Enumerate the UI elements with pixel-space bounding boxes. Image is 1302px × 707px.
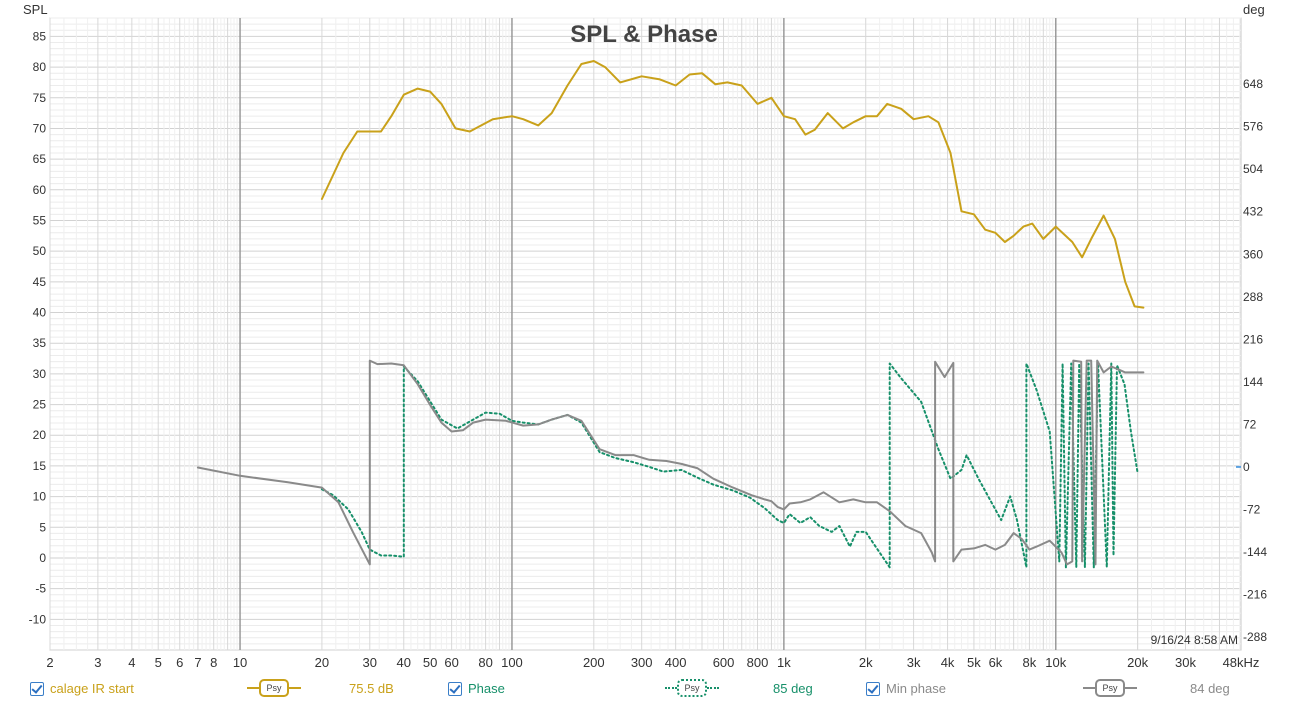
y-left-tick-label: 70 [33,121,47,135]
x-tick-label: 30k [1175,655,1196,670]
psy-badge-minphase[interactable]: Psy [1083,679,1137,697]
y-right-tick-label: -288 [1243,630,1267,644]
x-tick-label: 10k [1045,655,1066,670]
legend-value-calage: 75.5 dB [349,681,394,696]
y-right-tick-label: 0 [1243,460,1250,474]
y-right-tick-label: 144 [1243,375,1263,389]
y-right-tick-label: 576 [1243,120,1263,134]
y-right-tick-label: 504 [1243,162,1263,176]
psy-label-minphase: Psy [1095,679,1125,697]
y-left-tick-label: 45 [33,275,47,289]
legend-bar: calage IR start Psy 75.5 dB Phase Psy 85… [0,672,1302,707]
grid [49,17,1242,651]
legend-value-minphase: 84 deg [1190,681,1230,696]
x-tick-label: 2k [859,655,873,670]
x-tick-label: 50 [423,655,437,670]
y-right-tick-label: -72 [1243,502,1261,516]
x-tick-label: 6k [989,655,1003,670]
checkbox-calage[interactable] [30,681,44,696]
psy-label-calage: Psy [259,679,289,697]
y-left-tick-label: 15 [33,459,47,473]
y-right-tick-label: 72 [1243,417,1257,431]
legend-value-phase: 85 deg [773,681,813,696]
x-tick-label: 4 [128,655,135,670]
y-left-tick-label: 30 [33,367,47,381]
x-tick-label: 1k [777,655,791,670]
y-left-tick-label: 85 [33,29,47,43]
y-left-tick-label: 80 [33,60,47,74]
x-tick-label: 7 [194,655,201,670]
y-right-tick-label: -144 [1243,545,1267,559]
checkbox-minphase[interactable] [866,681,880,696]
x-tick-label: 300 [631,655,653,670]
y-left-tick-label: -5 [35,582,46,596]
timestamp-label: 9/16/24 8:58 AM [1151,633,1238,647]
series-line-phase [320,362,1139,569]
x-tick-label: 100 [501,655,523,670]
y-left-tick-label: 10 [33,490,47,504]
y-right-tick-label: 648 [1243,77,1263,91]
x-tick-label: 5k [967,655,981,670]
legend-item-calage[interactable]: calage IR start [30,681,134,696]
y-right-tick-labels: 648 576 504 432 360 288 216 144 72 0 -72 -144 -216 -2… [1236,77,1267,644]
y-right-tick-label: 432 [1243,205,1263,219]
y-left-tick-label: 60 [33,183,47,197]
y-left-tick-label: 65 [33,152,47,166]
y-left-tick-label: 75 [33,91,47,105]
x-tick-label: 48kHz [1223,655,1260,670]
y-left-tick-label: 5 [39,520,46,534]
y-left-tick-label: 40 [33,306,47,320]
x-tick-label: 400 [665,655,687,670]
legend-label-minphase: Min phase [886,681,946,696]
y-left-tick-label: 0 [39,551,46,565]
x-tick-label: 60 [444,655,458,670]
psy-badge-calage[interactable]: Psy [247,679,301,697]
x-tick-label: 4k [941,655,955,670]
x-tick-label: 3k [907,655,921,670]
checkbox-phase[interactable] [448,681,462,696]
y-left-tick-label: 25 [33,398,47,412]
y-left-tick-label: 20 [33,428,47,442]
series-line-min-phase [196,359,1145,566]
x-tick-label: 600 [713,655,735,670]
x-tick-label: 200 [583,655,605,670]
x-tick-label: 80 [478,655,492,670]
series-group [196,60,1145,569]
x-tick-label: 6 [176,655,183,670]
x-tick-label: 20 [315,655,329,670]
y-left-tick-label: 35 [33,336,47,350]
x-tick-label: 3 [94,655,101,670]
x-tick-label: 20k [1127,655,1148,670]
x-tick-labels: 2 3 4 5 6 7 8 10 20 30 40 50 60 80 100 200 300 400 600 800 1… [46,655,1259,670]
psy-badge-phase[interactable]: Psy [665,679,719,697]
y-right-tick-label: 216 [1243,332,1263,346]
y-left-axis-label: SPL [23,2,48,17]
spl-phase-chart: 2 3 4 5 6 7 8 10 20 30 40 50 60 80 100 200 300 400 600 800 1… [23,2,1267,670]
y-right-tick-label: 288 [1243,290,1263,304]
y-right-tick-label: 360 [1243,247,1263,261]
x-tick-label: 10 [233,655,247,670]
y-right-axis-label: deg [1243,2,1265,17]
x-tick-label: 30 [363,655,377,670]
legend-item-phase[interactable]: Phase [448,681,505,696]
x-tick-label: 2 [46,655,53,670]
chart-title: SPL & Phase [570,21,718,48]
x-tick-label: 40 [397,655,411,670]
x-tick-label: 800 [747,655,769,670]
x-tick-label: 8 [210,655,217,670]
x-tick-label: 8k [1023,655,1037,670]
psy-label-phase: Psy [677,679,707,697]
x-tick-label: 5 [155,655,162,670]
series-line-calage-ir-start [320,60,1145,309]
y-left-tick-label: -10 [29,612,47,626]
legend-label-calage: calage IR start [50,681,134,696]
y-left-tick-label: 50 [33,244,47,258]
legend-label-phase: Phase [468,681,505,696]
legend-item-minphase[interactable]: Min phase [866,681,946,696]
y-right-tick-label: -216 [1243,587,1267,601]
y-left-tick-label: 55 [33,213,47,227]
